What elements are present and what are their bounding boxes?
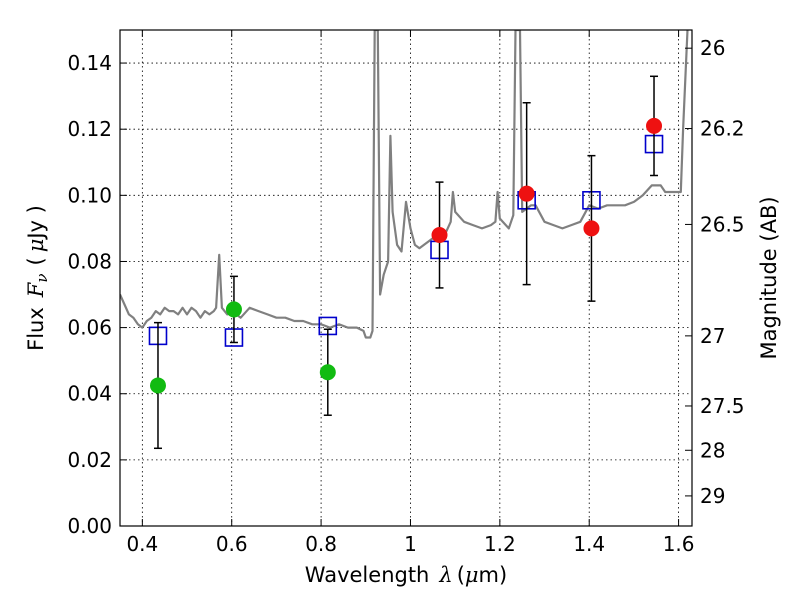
x-tick-label: 1	[404, 532, 417, 556]
red-data-point	[583, 220, 600, 237]
red-data-point	[646, 117, 663, 134]
x-tick-label: 0.6	[216, 532, 248, 556]
x-tick-label: 1.4	[573, 532, 605, 556]
spectrum-line	[120, 30, 689, 339]
y-axis-subscript: ν	[33, 274, 51, 283]
y2-tick-label: 27.5	[700, 394, 745, 418]
y2-tick-label: 26	[700, 36, 725, 60]
y-axis-unit-open: (	[24, 257, 48, 265]
x-axis-unit-rest: m)	[479, 563, 508, 587]
x-axis-unit-open: (	[457, 563, 465, 587]
y-tick-label: 0.02	[67, 448, 112, 472]
x-axis: 0.4 0.6 0.8 1 1.2 1.4 1.6	[126, 30, 695, 556]
y-axis: 0.00 0.02 0.04 0.06 0.08 0.10 0.12 0.14	[67, 51, 127, 538]
y-axis-label: Flux Fν ( μJy )	[24, 205, 51, 351]
x-axis-label: Wavelength λ (μm)	[305, 563, 507, 587]
y2-tick-label: 27	[700, 324, 725, 348]
x-tick-label: 1.2	[484, 532, 516, 556]
plot-frame	[119, 29, 693, 527]
y-axis-label-text: Flux	[24, 307, 48, 351]
y2-tick-label: 28	[700, 438, 725, 462]
grid	[120, 30, 692, 527]
red-data-point	[518, 185, 535, 202]
y-axis-unit-mu: μ	[24, 239, 48, 253]
green-data-point	[225, 301, 242, 318]
y-tick-label: 0.06	[67, 316, 112, 340]
y-tick-label: 0.00	[67, 514, 112, 538]
green-data-point	[149, 377, 166, 394]
x-axis-symbol: λ	[438, 563, 452, 587]
y-tick-label: 0.10	[67, 183, 112, 207]
y2-tick-label: 26.2	[700, 117, 745, 141]
y-tick-label: 0.04	[67, 382, 112, 406]
y2-axis-label: Magnitude (AB)	[757, 196, 781, 359]
y2-tick-label: 26.5	[700, 212, 745, 236]
spectrum-layer	[120, 30, 689, 339]
y-tick-label: 0.12	[67, 117, 112, 141]
y2-tick-label: 29	[700, 484, 725, 508]
x-tick-label: 1.6	[663, 532, 695, 556]
data-points	[149, 117, 663, 394]
y-axis-unit-rest: Jy )	[24, 205, 48, 241]
x-tick-label: 0.8	[305, 532, 337, 556]
x-axis-label-text: Wavelength	[305, 563, 430, 587]
error-bars	[153, 75, 659, 450]
x-axis-unit-mu: μ	[465, 563, 479, 587]
red-data-point	[431, 227, 448, 244]
y-axis-symbol: F	[24, 281, 48, 298]
y2-axis: 26 26.2 26.5 27 27.5 28 29	[685, 36, 745, 508]
y-tick-label: 0.08	[67, 249, 112, 273]
y-tick-label: 0.14	[67, 51, 112, 75]
green-data-point	[319, 364, 336, 381]
x-tick-label: 0.4	[126, 532, 158, 556]
